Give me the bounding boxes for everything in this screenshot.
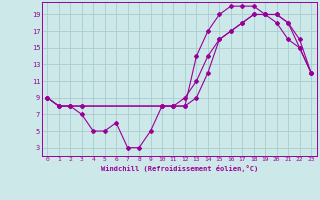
X-axis label: Windchill (Refroidissement éolien,°C): Windchill (Refroidissement éolien,°C) bbox=[100, 165, 258, 172]
